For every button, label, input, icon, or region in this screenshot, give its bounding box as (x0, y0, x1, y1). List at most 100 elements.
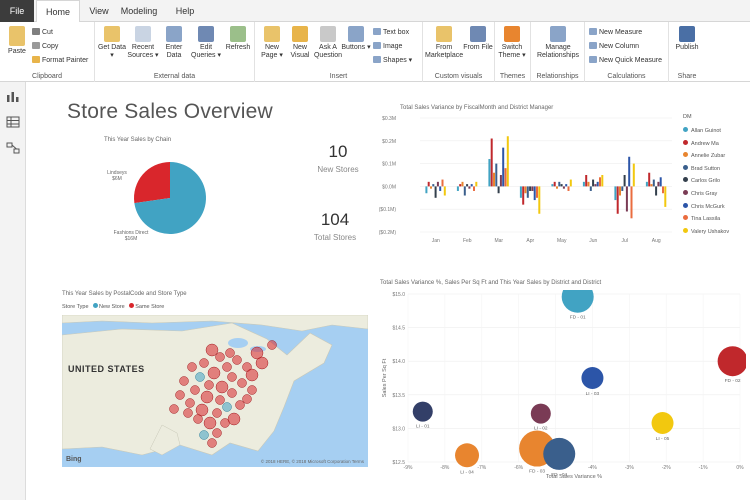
legend-item[interactable]: Annelie Zubar (683, 150, 729, 163)
bar[interactable] (529, 186, 532, 191)
new-visual-button[interactable]: New Visual (285, 26, 315, 60)
bar[interactable] (582, 181, 585, 187)
scatter-point[interactable] (651, 412, 674, 435)
map-bubble[interactable] (190, 385, 200, 395)
store-map[interactable]: UNITED STATES Bing © 2018 HERE, © 2018 M… (62, 315, 368, 467)
bar[interactable] (425, 186, 428, 194)
bar[interactable] (461, 181, 464, 187)
bar[interactable] (531, 186, 534, 191)
map-bubble[interactable] (204, 380, 214, 390)
bar[interactable] (589, 186, 592, 191)
map-bubble[interactable] (255, 356, 269, 370)
map-bubble[interactable] (215, 380, 229, 394)
map-bubble[interactable] (247, 385, 257, 395)
map-bubble[interactable] (203, 416, 217, 430)
map-bubble[interactable] (227, 388, 237, 398)
new-quick-measure-button[interactable]: New Quick Measure (589, 56, 662, 65)
bar[interactable] (502, 147, 505, 187)
scatter-point[interactable] (543, 437, 576, 470)
switch-theme-button[interactable]: Switch Theme ▾ (497, 26, 527, 60)
legend-item[interactable]: Chris McGurk (683, 201, 729, 214)
new-measure-button[interactable]: New Measure (589, 28, 642, 37)
map-bubble[interactable] (267, 340, 277, 350)
bar[interactable] (434, 186, 437, 198)
bar[interactable] (427, 181, 430, 187)
bar[interactable] (601, 175, 604, 187)
bar[interactable] (519, 186, 522, 198)
format-painter-button[interactable]: Format Painter (32, 56, 88, 65)
scatter-point[interactable] (561, 290, 594, 313)
bar[interactable] (443, 186, 446, 196)
bar[interactable] (463, 186, 466, 196)
data-view-icon[interactable] (6, 116, 20, 128)
map-bubble[interactable] (212, 428, 222, 438)
bar[interactable] (536, 186, 538, 198)
map-bubble[interactable] (212, 408, 222, 418)
scatter-point[interactable] (581, 367, 604, 389)
map-bubble[interactable] (195, 372, 205, 382)
bar[interactable] (432, 184, 435, 187)
bar[interactable] (621, 186, 624, 191)
bar[interactable] (497, 186, 500, 194)
bar[interactable] (493, 172, 495, 187)
map-bubble[interactable] (205, 343, 219, 357)
bar[interactable] (664, 186, 667, 207)
bar[interactable] (645, 181, 648, 187)
text-box-button[interactable]: Text box (373, 28, 409, 37)
map-bubble[interactable] (199, 430, 209, 440)
map-bubble[interactable] (207, 438, 217, 448)
bar[interactable] (495, 163, 498, 187)
legend-item[interactable]: Carlos Grilo (683, 175, 729, 188)
bar[interactable] (533, 186, 536, 201)
bar[interactable] (616, 186, 619, 214)
new-column-button[interactable]: New Column (589, 42, 639, 51)
pie-slice[interactable] (134, 162, 170, 204)
map-bubble[interactable] (207, 366, 221, 380)
legend-item[interactable]: Chris Gray (683, 188, 729, 201)
map-bubble[interactable] (232, 355, 242, 365)
legend-item[interactable]: Valery Ushakov (683, 226, 729, 239)
map-bubble[interactable] (193, 414, 203, 424)
map-bubble[interactable] (237, 378, 247, 388)
legend-item[interactable]: Brad Sutton (683, 163, 729, 176)
bar[interactable] (551, 184, 554, 187)
edit-queries-button[interactable]: Edit Queries ▾ (191, 26, 221, 60)
bar[interactable] (488, 159, 491, 187)
map-bubble[interactable] (195, 403, 209, 417)
bar[interactable] (522, 186, 525, 205)
legend-item[interactable]: Andrew Ma (683, 138, 729, 151)
model-view-icon[interactable] (6, 142, 20, 154)
from-file-button[interactable]: From File (463, 26, 493, 52)
bar[interactable] (558, 181, 561, 187)
bar[interactable] (567, 186, 570, 191)
buttons-button[interactable]: Buttons ▾ (341, 26, 371, 52)
bar[interactable] (592, 179, 595, 187)
bar[interactable] (490, 138, 493, 187)
bar[interactable] (556, 186, 558, 189)
tab-view[interactable]: View (89, 6, 109, 16)
copy-button[interactable]: Copy (32, 42, 58, 51)
scatter-point[interactable] (455, 443, 480, 468)
bar[interactable] (628, 156, 631, 187)
bar[interactable] (662, 186, 664, 194)
map-bubble[interactable] (250, 346, 264, 360)
shapes-button[interactable]: Shapes ▾ (373, 56, 412, 65)
card-new-stores[interactable]: 10 New Stores (308, 142, 368, 174)
legend-item[interactable]: Allan Guinot (683, 125, 729, 138)
scatter-chart[interactable]: $15.0 $14.5 $14.0 $13.5 $13.0 $12.5-9% -8% -7% -… (378, 290, 746, 482)
map-bubble[interactable] (199, 358, 209, 368)
map-bubble[interactable] (227, 372, 237, 382)
paste-button[interactable]: Paste (2, 26, 32, 56)
bar[interactable] (499, 175, 502, 187)
tab-help[interactable]: Help (175, 6, 195, 16)
bar[interactable] (456, 186, 459, 191)
enter-data-button[interactable]: Enter Data (159, 26, 189, 60)
publish-button[interactable]: Publish (672, 26, 702, 52)
bar[interactable] (468, 186, 471, 189)
bar[interactable] (562, 186, 565, 189)
cut-button[interactable]: Cut (32, 28, 53, 37)
bar[interactable] (430, 186, 432, 189)
report-view-icon[interactable] (6, 90, 20, 102)
bar[interactable] (585, 175, 588, 187)
from-marketplace-button[interactable]: From Marketplace (425, 26, 463, 60)
